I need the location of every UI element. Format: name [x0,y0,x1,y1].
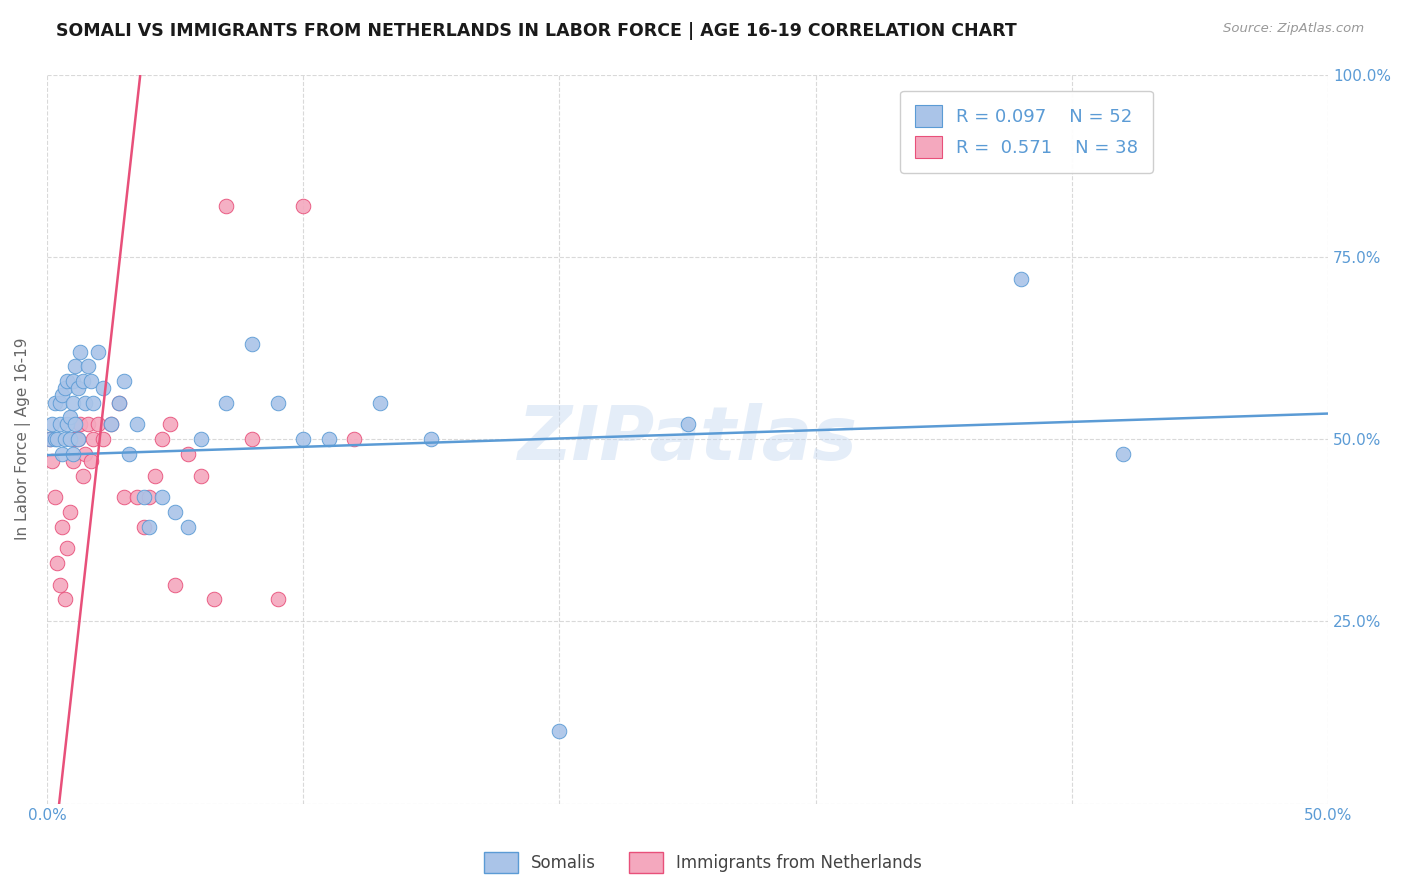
Point [107,395,129,409]
Point [79,374,101,388]
Point [215,395,238,409]
Point [93,381,115,395]
Point [59,505,82,519]
Point [62,395,84,409]
Point [44,491,66,505]
Point [49,395,72,409]
Point [368,395,391,409]
Point [62,374,84,388]
Point [125,417,148,432]
Point [79,454,101,468]
Point [240,432,263,446]
Point [62,454,84,468]
Point [177,447,200,461]
Point [202,592,225,607]
Point [266,395,288,409]
Point [77,417,100,432]
Point [59,410,82,425]
Point [44,432,66,446]
Point [125,491,148,505]
Text: SOMALI VS IMMIGRANTS FROM NETHERLANDS IN LABOR FORCE | AGE 16-19 CORRELATION CHA: SOMALI VS IMMIGRANTS FROM NETHERLANDS IN… [56,22,1017,40]
Point [51,388,73,402]
Point [38,432,60,446]
Point [118,447,141,461]
Text: ZIPatlas: ZIPatlas [517,402,858,475]
Point [215,199,238,213]
Point [1010,271,1032,285]
Point [82,395,104,409]
Point [100,417,122,432]
Point [69,417,91,432]
Point [56,541,79,556]
Point [63,359,86,373]
Point [266,592,288,607]
Point [77,359,100,373]
Point [159,417,181,432]
Legend: Somalis, Immigrants from Netherlands: Somalis, Immigrants from Netherlands [478,846,928,880]
Point [165,505,187,519]
Point [138,491,160,505]
Point [343,432,366,446]
Point [56,417,79,432]
Point [420,432,443,446]
Point [240,337,263,351]
Point [1112,447,1135,461]
Point [49,417,72,432]
Point [150,432,173,446]
Point [548,723,571,738]
Point [66,432,89,446]
Point [318,432,340,446]
Point [51,447,73,461]
Point [53,381,76,395]
Point [87,417,110,432]
Point [59,432,82,446]
Point [676,417,699,432]
Point [44,395,66,409]
Point [72,374,94,388]
Point [292,199,315,213]
Point [112,374,135,388]
Point [53,432,76,446]
Point [38,432,60,446]
Point [46,432,69,446]
Point [134,491,156,505]
Point [134,519,156,533]
Point [165,578,187,592]
Point [46,556,69,570]
Point [49,578,72,592]
Point [87,344,110,359]
Point [41,417,63,432]
Point [100,417,122,432]
Point [75,395,97,409]
Point [51,519,73,533]
Text: Source: ZipAtlas.com: Source: ZipAtlas.com [1223,22,1364,36]
Point [82,432,104,446]
Point [177,519,200,533]
Point [62,447,84,461]
Point [150,491,173,505]
Y-axis label: In Labor Force | Age 16-19: In Labor Force | Age 16-19 [15,338,31,541]
Point [63,432,86,446]
Point [66,432,89,446]
Point [56,374,79,388]
Point [138,519,160,533]
Point [41,454,63,468]
Point [66,381,89,395]
Point [53,592,76,607]
Point [190,432,212,446]
Point [93,432,115,446]
Point [63,417,86,432]
Point [75,447,97,461]
Point [190,468,212,483]
Point [143,468,166,483]
Point [72,468,94,483]
Legend: R = 0.097    N = 52, R =  0.571    N = 38: R = 0.097 N = 52, R = 0.571 N = 38 [900,91,1153,173]
Point [112,491,135,505]
Point [69,344,91,359]
Point [292,432,315,446]
Point [107,395,129,409]
